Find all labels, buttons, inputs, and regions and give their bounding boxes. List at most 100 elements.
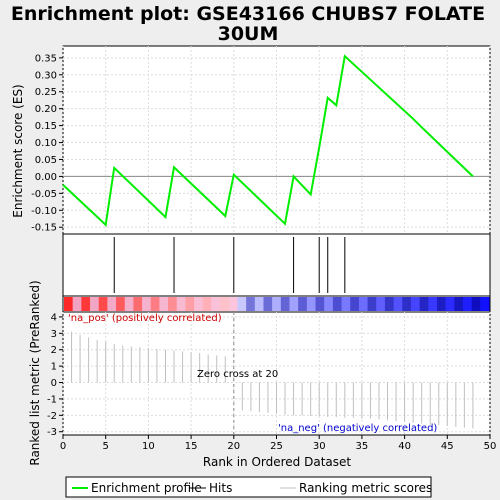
es-y-tick-label: 0.35 — [35, 53, 57, 64]
x-tick-label: 0 — [60, 441, 66, 452]
rank-y-tick-label: 0 — [51, 378, 57, 389]
color-bar-cell — [393, 297, 403, 311]
positive-correlation-label: 'na_pos' (positively correlated) — [68, 313, 222, 324]
color-bar-cell — [254, 297, 264, 311]
es-y-axis-label: Enrichment score (ES) — [11, 84, 25, 217]
color-bar-cell — [341, 297, 351, 311]
es-y-tick-label: 0.25 — [35, 87, 57, 98]
color-bar-cell — [462, 297, 473, 311]
rank-y-tick-label: 1 — [51, 362, 57, 373]
enrichment-profile-line — [62, 54, 474, 227]
color-bar-cell — [220, 297, 230, 311]
color-bar-cell — [384, 297, 395, 311]
chart-title-line-2: 30UM — [218, 23, 279, 45]
rank-y-tick-label: 3 — [51, 329, 57, 340]
x-tick-label: 35 — [356, 441, 369, 452]
color-bar-cell — [150, 297, 160, 311]
legend-label: Enrichment profile — [91, 481, 202, 495]
color-bar-cell — [211, 297, 221, 311]
color-bar-cell — [81, 297, 91, 311]
rank-y-ticks: -3 -2 -1 0 1 2 3 4 — [47, 312, 63, 438]
ranking-metric-bars — [71, 331, 474, 429]
x-tick-label: 20 — [227, 441, 240, 452]
color-bar-cell — [228, 297, 238, 311]
color-bar-cell — [64, 297, 74, 311]
es-y-tick-label: 0.00 — [35, 172, 57, 183]
color-bar-cell — [358, 297, 369, 311]
es-y-tick-label: 0.10 — [35, 138, 57, 149]
legend-label: Ranking metric scores — [299, 481, 432, 495]
color-bar-cell — [445, 297, 455, 311]
color-bar-cell — [402, 297, 412, 311]
rank-x-ticks: 0 5 10 15 20 25 30 35 40 45 50 — [60, 435, 497, 452]
legend-label: Hits — [209, 481, 232, 495]
x-axis-label: Rank in Ordered Dataset — [203, 455, 351, 469]
color-bar-cell — [367, 297, 377, 311]
color-bar-cell — [419, 297, 429, 311]
legend-box — [65, 476, 432, 498]
zero-cross-label: Zero cross at 20 — [197, 369, 278, 380]
color-bar-cell — [142, 297, 152, 311]
rank-y-tick-label: 4 — [51, 312, 57, 323]
es-y-tick-label: 0.05 — [35, 155, 57, 166]
color-bar-cell — [480, 297, 490, 311]
color-bar-cell — [410, 297, 421, 311]
x-tick-label: 10 — [142, 441, 155, 452]
color-bar-cell — [185, 297, 195, 311]
es-y-tick-label: -0.15 — [31, 223, 57, 234]
color-bar-cell — [168, 297, 178, 311]
color-bar-cell — [280, 297, 291, 311]
negative-correlation-label: 'na_neg' (negatively correlated) — [278, 423, 437, 434]
color-bar-cell — [116, 297, 126, 311]
hits-panel — [62, 233, 491, 297]
color-bar-cell — [237, 297, 247, 311]
es-y-tick-label: -0.10 — [31, 206, 57, 217]
color-bar-cell — [90, 297, 100, 311]
color-bar-cell — [436, 297, 447, 311]
color-bar-cell — [133, 297, 143, 311]
color-bar-cell — [428, 297, 438, 311]
color-bar-cell — [471, 297, 481, 311]
color-bar-cell — [202, 297, 212, 311]
hits-marks — [113, 237, 346, 293]
x-tick-label: 25 — [270, 441, 283, 452]
x-tick-label: 5 — [103, 441, 109, 452]
color-bar-cell — [124, 297, 134, 311]
color-bar-cell — [194, 297, 204, 311]
color-bar-cell — [272, 297, 282, 311]
color-bar-cell — [98, 297, 108, 311]
color-bar-cell — [159, 297, 169, 311]
color-bar-cell — [107, 297, 117, 311]
color-bar-cell — [72, 297, 82, 311]
color-bar-cell — [324, 297, 334, 311]
x-tick-label: 45 — [441, 441, 454, 452]
rank-color-bar — [64, 297, 490, 311]
chart-title-line-1: Enrichment plot: GSE43166 CHUBS7 FOLATE — [11, 3, 485, 25]
color-bar-cell — [332, 297, 343, 311]
x-tick-label: 50 — [484, 441, 497, 452]
rank-y-tick-label: -1 — [47, 394, 57, 405]
color-bar-cell — [289, 297, 299, 311]
x-tick-label: 30 — [313, 441, 326, 452]
color-bar-cell — [176, 297, 186, 311]
color-bar-cell — [454, 297, 464, 311]
color-bar-cell — [315, 297, 325, 311]
rank-y-tick-label: -2 — [47, 411, 57, 422]
rank-y-tick-label: 2 — [51, 345, 57, 356]
es-y-tick-label: 0.20 — [35, 104, 57, 115]
legend: Enrichment profile Hits Ranking metric sco… — [72, 481, 432, 495]
es-y-tick-label: 0.30 — [35, 70, 57, 81]
color-bar-cell — [376, 297, 386, 311]
rank-y-axis-label: Ranked list metric (PreRanked) — [28, 280, 42, 465]
es-y-tick-label: -0.05 — [31, 189, 57, 200]
color-bar-cell — [246, 297, 256, 311]
color-bar-cell — [350, 297, 360, 311]
es-y-tick-label: 0.15 — [35, 121, 57, 132]
rank-y-tick-label: -3 — [47, 427, 57, 438]
es-y-ticks: -0.15 -0.10 -0.05 0.00 0.05 0.10 0.15 0.20 0.25 0… — [31, 53, 63, 234]
color-bar-cell — [263, 297, 273, 311]
color-bar-cell — [298, 297, 308, 311]
x-tick-label: 15 — [185, 441, 198, 452]
